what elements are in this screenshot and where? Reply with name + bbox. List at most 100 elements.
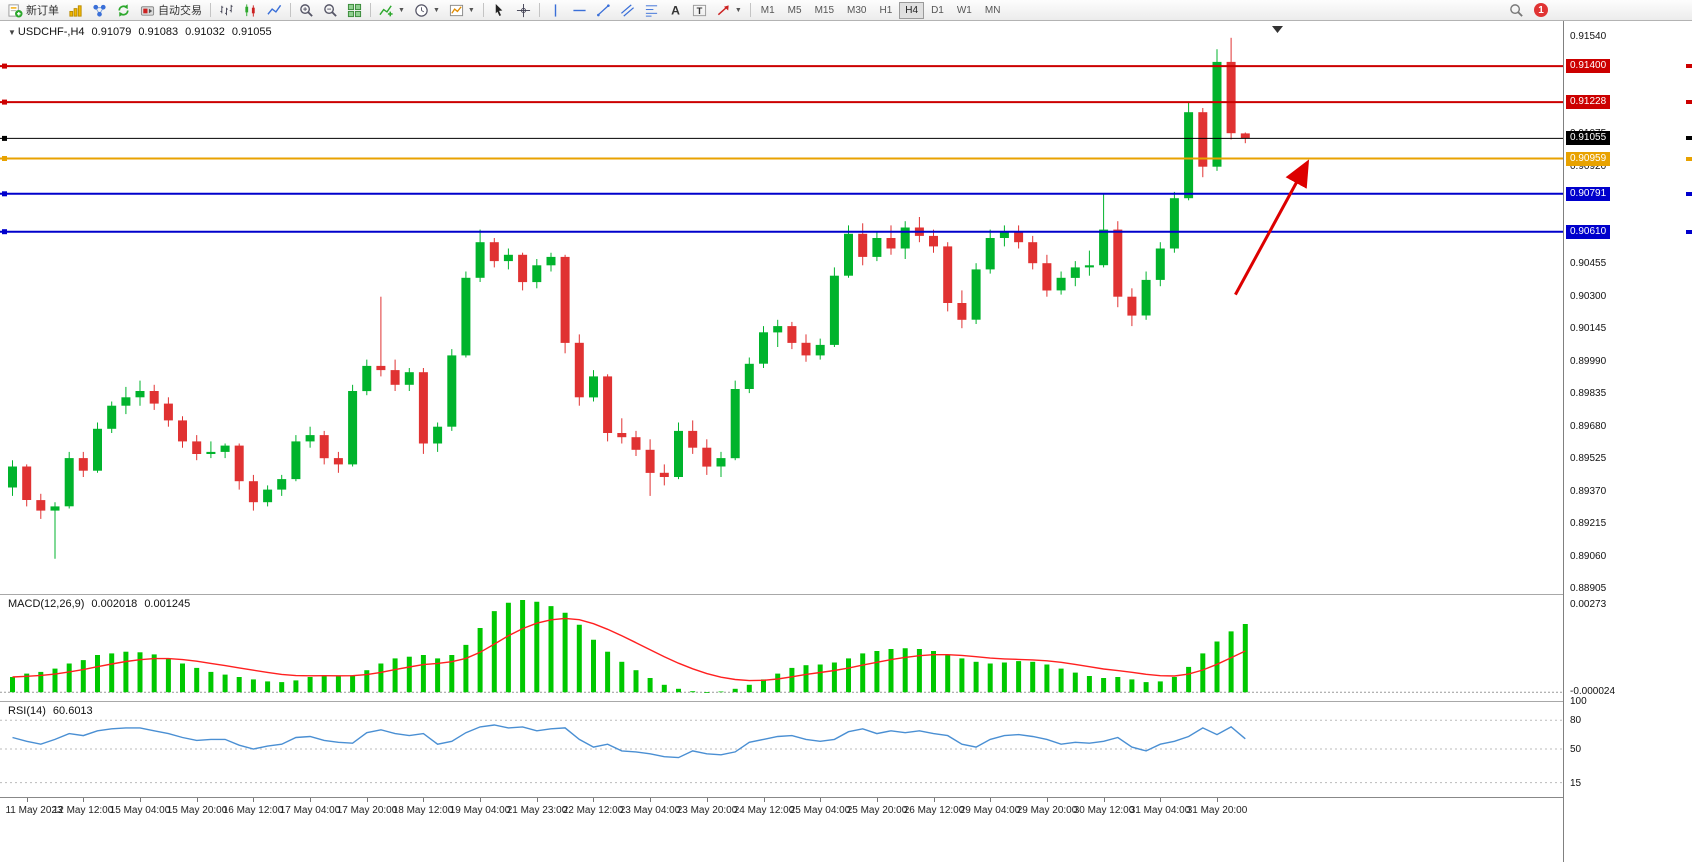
- price-scale[interactable]: 0.915400.913850.912300.910750.909200.907…: [1563, 21, 1692, 862]
- cursor-button[interactable]: [488, 1, 511, 20]
- horizontal-line-button[interactable]: [568, 1, 591, 20]
- macd-axis-label: 0.00273: [1570, 599, 1607, 610]
- new-order-button[interactable]: 新订单: [4, 1, 63, 20]
- zoom-out-button[interactable]: [319, 1, 342, 20]
- notification-badge[interactable]: 1: [1534, 3, 1548, 17]
- timeframe-toolbar: M1 M5 M15 M30 H1 H4 D1 W1 MN: [755, 1, 1007, 19]
- ohlc-open: 0.91079: [91, 26, 132, 38]
- autotrading-icon: [140, 5, 155, 16]
- macd-signal-line: [12, 617, 1246, 682]
- line-edge-tick: [1686, 100, 1692, 104]
- timeframe-button-h4[interactable]: H4: [899, 1, 925, 19]
- time-axis-label: 17 May 20:00: [336, 805, 398, 816]
- timeframe-button-m15[interactable]: M15: [814, 4, 835, 16]
- text-button[interactable]: A: [664, 1, 687, 20]
- price-badge-0.91055: 0.91055: [1566, 131, 1611, 145]
- symbol-period-label: USDCHF-,H4: [17, 26, 85, 38]
- zoom-in-icon: [300, 3, 313, 17]
- trend-arrow[interactable]: [1234, 159, 1310, 296]
- time-axis-label: 31 May 04:00: [1129, 805, 1191, 816]
- chart-info-line: ▼ USDCHF-,H4 0.91079 0.91083 0.91032 0.91055: [8, 26, 279, 38]
- candlestick-type-icon: [245, 3, 255, 17]
- dropdown-caret-icon: ▼: [398, 6, 405, 14]
- toolbar-separator: [749, 3, 751, 17]
- time-axis-label: 21 May 23:00: [506, 805, 568, 816]
- channel-button[interactable]: [616, 1, 639, 20]
- trendline-button[interactable]: [592, 1, 615, 20]
- horizontal-line-0.91400[interactable]: [0, 63, 1563, 69]
- navigator-button[interactable]: [88, 1, 111, 20]
- time-axis-tick: [310, 798, 311, 802]
- periods-button[interactable]: ▼: [410, 1, 444, 20]
- new-order-icon: [8, 3, 23, 18]
- timeframe-button-mn[interactable]: MN: [984, 4, 1001, 16]
- timeframe-button-m30[interactable]: M30: [847, 4, 867, 16]
- refresh-button[interactable]: [112, 1, 135, 20]
- timeframe-button-d1[interactable]: D1: [931, 4, 944, 16]
- price-axis-label: 0.89215: [1570, 518, 1607, 529]
- time-axis-tick: [140, 798, 141, 802]
- rsi-pane[interactable]: [0, 701, 1563, 797]
- candlestick-type-button[interactable]: [239, 1, 262, 20]
- line-edge-tick: [1686, 230, 1692, 234]
- vertical-line-icon: [554, 3, 557, 17]
- horizontal-line-0.91228[interactable]: [0, 99, 1563, 105]
- toolbar-separator: [538, 3, 540, 17]
- horizontal-line-0.90791[interactable]: [0, 191, 1563, 197]
- indicators-button[interactable]: ▼: [375, 1, 409, 20]
- arrows-button[interactable]: ▼: [712, 1, 746, 20]
- macd-pane[interactable]: [0, 594, 1563, 701]
- ohlc-collapse-icon[interactable]: ▼: [8, 28, 16, 37]
- line-chart-type-button[interactable]: [263, 1, 286, 20]
- text-label-button[interactable]: T: [688, 1, 711, 20]
- candlesticks[interactable]: [8, 37, 1250, 559]
- horizontal-line-0.90959[interactable]: [0, 156, 1563, 161]
- ohlc-high: 0.91083: [138, 26, 179, 38]
- price-axis-label: 0.89835: [1570, 388, 1607, 399]
- macd-histogram: [10, 600, 1248, 693]
- time-axis-label: 17 May 04:00: [279, 805, 341, 816]
- pane-separator-macd[interactable]: [0, 594, 1692, 595]
- bar-chart-type-button[interactable]: [215, 1, 238, 20]
- timeframe-button-m5[interactable]: M5: [787, 4, 802, 16]
- chart-shift-marker[interactable]: [1272, 26, 1283, 33]
- time-axis-label: 15 May 04:00: [109, 805, 171, 816]
- horizontal-line-0.90610[interactable]: [0, 229, 1563, 235]
- new-order-label: 新订单: [26, 5, 59, 17]
- timeframe-button-w1[interactable]: W1: [956, 4, 972, 16]
- timeframe-button-h1[interactable]: H1: [879, 4, 893, 16]
- time-axis-label: 24 May 12:00: [733, 805, 795, 816]
- clock-icon: [415, 3, 428, 17]
- line-edge-tick: [1686, 64, 1692, 68]
- price-axis-label: 0.89370: [1570, 486, 1607, 497]
- toolbar-right-group: 1: [1509, 3, 1688, 18]
- tile-windows-icon: [347, 3, 362, 17]
- horizontal-line-0.91055[interactable]: [0, 135, 1563, 141]
- time-axis-tick: [934, 798, 935, 802]
- price-chart-pane[interactable]: [0, 21, 1563, 594]
- navigator-icon: [93, 4, 106, 17]
- price-badge-0.90791: 0.90791: [1566, 187, 1611, 201]
- autotrading-button[interactable]: 自动交易: [136, 1, 206, 20]
- toolbar-separator: [210, 3, 211, 17]
- chart-window: ▼ USDCHF-,H4 0.91079 0.91083 0.91032 0.91055 …: [0, 21, 1692, 862]
- crosshair-button[interactable]: [512, 1, 535, 20]
- time-axis-tick: [764, 798, 765, 802]
- templates-button[interactable]: ▼: [445, 1, 479, 20]
- vertical-line-button[interactable]: [544, 1, 567, 20]
- market-watch-button[interactable]: [64, 1, 87, 20]
- fibonacci-button[interactable]: [640, 1, 663, 20]
- price-badge-0.90610: 0.90610: [1566, 225, 1611, 239]
- time-axis-tick: [537, 798, 538, 802]
- zoom-in-button[interactable]: [295, 1, 318, 20]
- time-axis-tick: [253, 798, 254, 802]
- time-axis[interactable]: 11 May 2023 12 May 12:00 15 May 04:00 15 Ma…: [0, 797, 1692, 823]
- macd-label: MACD(12,26,9) 0.002018 0.001245: [8, 598, 197, 610]
- search-icon[interactable]: [1509, 3, 1524, 18]
- timeframe-button-m1[interactable]: M1: [760, 4, 775, 16]
- time-axis-label: 26 May 12:00: [903, 805, 965, 816]
- pane-separator-rsi[interactable]: [0, 701, 1692, 702]
- tile-windows-button[interactable]: [343, 1, 366, 20]
- macd-axis-label: -0.000024: [1570, 686, 1616, 697]
- time-axis-label: 19 May 04:00: [449, 805, 511, 816]
